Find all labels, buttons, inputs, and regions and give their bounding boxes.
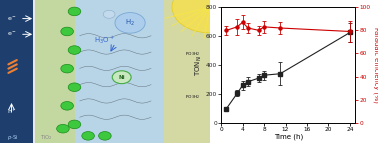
Circle shape [61,102,73,110]
Text: $p$-Si: $p$-Si [7,133,19,142]
Circle shape [68,83,81,92]
Text: PO$_3$H$_2$: PO$_3$H$_2$ [186,50,201,58]
Text: TiO$_2$: TiO$_2$ [40,133,53,142]
Text: Ni: Ni [118,75,125,80]
Text: e$^-$: e$^-$ [6,30,17,38]
Text: e$^-$: e$^-$ [6,15,17,22]
Bar [0,0,33,143]
Circle shape [99,132,111,140]
Circle shape [61,64,73,73]
Bar [33,0,35,143]
Y-axis label: TON$_{\rm Ni}$: TON$_{\rm Ni}$ [194,54,204,76]
Y-axis label: Faradaic efficiency (%): Faradaic efficiency (%) [373,27,378,103]
Bar [164,0,210,143]
Circle shape [112,71,131,84]
Text: H$_3$O$^+$: H$_3$O$^+$ [94,34,115,46]
Circle shape [68,7,81,16]
Circle shape [57,124,69,133]
X-axis label: Time (h): Time (h) [274,134,303,140]
Bar [35,0,75,143]
Circle shape [115,13,145,33]
Circle shape [61,27,73,36]
Text: H$_2$: H$_2$ [125,18,135,28]
Circle shape [103,10,115,18]
Circle shape [68,46,81,54]
Text: PO$_3$H$_2$: PO$_3$H$_2$ [186,93,201,101]
Circle shape [68,120,81,129]
Circle shape [82,132,94,140]
Text: h$^+$: h$^+$ [6,107,17,116]
Circle shape [172,0,248,33]
